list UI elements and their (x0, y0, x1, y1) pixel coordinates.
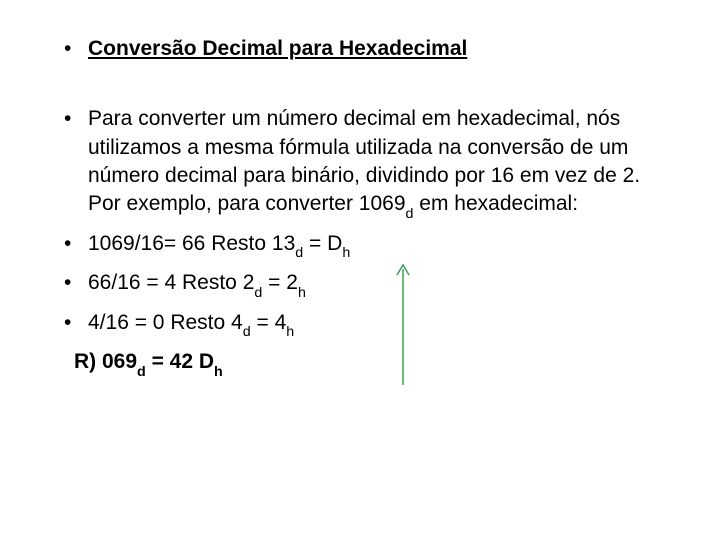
step2-item: 66/16 = 4 Resto 2d = 2h (60, 269, 660, 300)
heading-text: Conversão Decimal para Hexadecimal (88, 37, 467, 60)
step1-sub-h: h (342, 245, 350, 261)
step3-item: 4/16 = 0 Resto 4d = 4h (60, 309, 660, 340)
step1-a: 1069/16= 66 Resto 13 (88, 232, 295, 255)
step2-sub-h: h (298, 285, 306, 301)
content-list: Conversão Decimal para Hexadecimal Para … (60, 35, 660, 340)
step1-b: = D (303, 232, 342, 255)
step3-b: = 4 (251, 311, 287, 334)
intro-tail: em hexadecimal: (413, 192, 578, 215)
intro-item: Para converter um número decimal em hexa… (60, 105, 660, 221)
step3-a: 4/16 = 0 Resto 4 (88, 311, 243, 334)
step1-item: 1069/16= 66 Resto 13d = Dh (60, 230, 660, 261)
step3-sub-h: h (286, 324, 294, 340)
slide-root: Conversão Decimal para Hexadecimal Para … (0, 0, 720, 540)
intro-sub-d: d (406, 206, 414, 222)
step1-sub-d: d (295, 245, 303, 261)
result-a: R) 069 (74, 350, 137, 373)
result-sub-d: d (137, 364, 146, 380)
step2-a: 66/16 = 4 Resto 2 (88, 271, 254, 294)
heading-item: Conversão Decimal para Hexadecimal (60, 35, 660, 63)
result-b: = 42 D (146, 350, 214, 373)
step2-sub-d: d (254, 285, 262, 301)
step3-sub-d: d (243, 324, 251, 340)
result-line: R) 069d = 42 Dh (60, 348, 660, 379)
step2-b: = 2 (262, 271, 298, 294)
result-sub-h: h (214, 364, 223, 380)
spacer (60, 71, 660, 105)
